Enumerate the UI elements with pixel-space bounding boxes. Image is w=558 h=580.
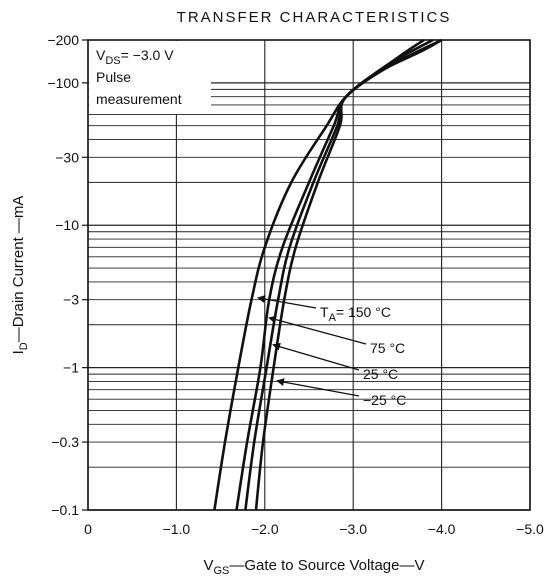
- series-label: TA= 150 °C: [320, 304, 391, 324]
- x-tick-label: −3.0: [339, 521, 367, 537]
- series-label: 75 °C: [370, 340, 405, 356]
- x-tick-label: 0: [84, 521, 92, 537]
- chart-title: TRANSFER CHARACTERISTICS: [177, 9, 452, 26]
- y-tick-label: −0.1: [51, 502, 79, 518]
- y-tick-label: −30: [55, 149, 79, 165]
- condition-measurement: measurement: [96, 91, 182, 107]
- grid: [87, 39, 531, 511]
- series-curve: [254, 38, 425, 511]
- y-axis-label: ID—Drain Current —mA: [10, 196, 30, 355]
- series-label: −25 °C: [363, 392, 406, 408]
- x-axis-label: VGS—Gate to Source Voltage—V: [203, 557, 424, 577]
- series-leader-arrow: [276, 378, 360, 397]
- y-tick-label: −100: [47, 75, 79, 91]
- curves: [213, 38, 443, 511]
- x-tick-label: −4.0: [428, 521, 456, 537]
- y-tick-label: −1: [63, 360, 79, 376]
- series-label: 25 °C: [363, 366, 398, 382]
- x-tick-label: −5.0: [516, 521, 544, 537]
- y-tick-label: −3: [63, 292, 79, 308]
- condition-pulse: Pulse: [96, 69, 131, 85]
- series-leader-arrow: [272, 342, 360, 371]
- plot-frame: [87, 39, 531, 511]
- conditions-box-background: [89, 41, 211, 114]
- y-tick-label: −0.3: [51, 434, 79, 450]
- condition-vds: VDS= −3.0 V: [96, 47, 174, 67]
- y-tick-label: −200: [47, 32, 79, 48]
- x-tick-label: −1.0: [163, 521, 191, 537]
- y-tick-label: −10: [55, 217, 79, 233]
- conditions-box: VDS= −3.0 V Pulse measurement: [89, 41, 211, 114]
- series-leader-arrow: [257, 295, 317, 309]
- series-leader-arrow: [268, 315, 367, 345]
- axis-ticks: 0 −1.0 −2.0 −3.0 −4.0 −5.0 −0.1 −0.3 −1 −3 −10 −30 −…: [47, 32, 544, 537]
- x-tick-label: −2.0: [251, 521, 279, 537]
- series-labels: TA= 150 °C 75 °C 25 °C −25 °C: [257, 295, 406, 408]
